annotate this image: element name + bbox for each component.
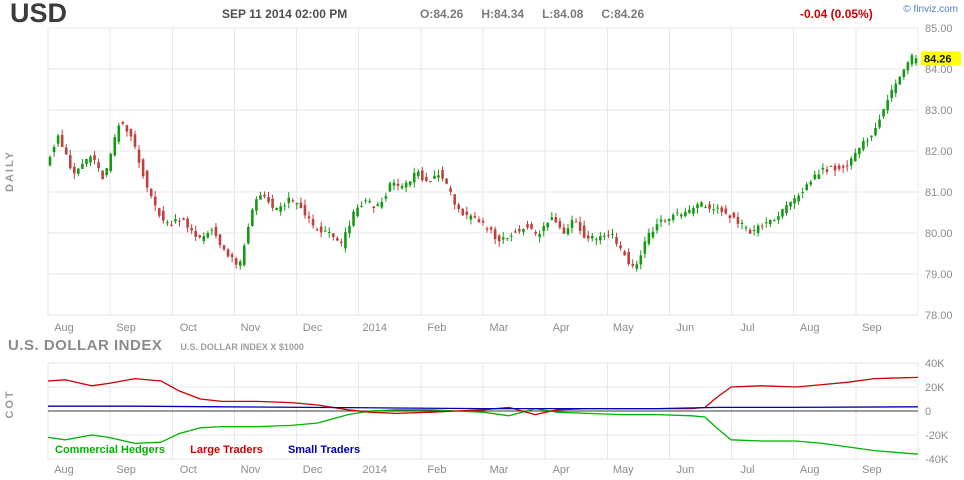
svg-text:84.26: 84.26 <box>924 53 952 65</box>
section-title-row: U.S. DOLLAR INDEX U.S. DOLLAR INDEX X $1… <box>8 337 304 354</box>
open-value: O:84.26 <box>420 7 464 21</box>
finviz-link[interactable]: © finviz.com <box>903 4 958 15</box>
svg-text:Jul: Jul <box>741 464 755 476</box>
quote-timestamp: SEP 11 2014 02:00 PM <box>222 7 348 21</box>
svg-text:Jul: Jul <box>741 322 755 334</box>
svg-text:Jun: Jun <box>677 322 695 334</box>
svg-text:Nov: Nov <box>241 464 261 476</box>
svg-text:Sep: Sep <box>116 322 136 334</box>
svg-text:Oct: Oct <box>180 322 197 334</box>
svg-text:Mar: Mar <box>490 322 509 334</box>
svg-text:Aug: Aug <box>54 322 74 334</box>
svg-text:2014: 2014 <box>362 464 386 476</box>
svg-text:Aug: Aug <box>800 322 820 334</box>
svg-text:80.00: 80.00 <box>925 228 953 240</box>
svg-text:Nov: Nov <box>241 322 261 334</box>
close-value: C:84.26 <box>601 7 645 21</box>
svg-text:Apr: Apr <box>553 322 570 334</box>
price-change: -0.04 (0.05%) <box>800 7 873 21</box>
svg-text:Dec: Dec <box>303 464 323 476</box>
legend-commercial-hedgers: Commercial Hedgers <box>55 444 166 456</box>
svg-text:Feb: Feb <box>427 322 446 334</box>
svg-text:40K: 40K <box>925 358 945 370</box>
svg-text:78.00: 78.00 <box>925 310 953 322</box>
svg-text:20K: 20K <box>925 382 945 394</box>
svg-text:Oct: Oct <box>180 464 197 476</box>
svg-text:Aug: Aug <box>800 464 820 476</box>
svg-text:Sep: Sep <box>862 464 882 476</box>
cot-line-chart: 40K 20K 0 -20K -40K Aug Sep Oct Nov Dec 2014 Feb Mar… <box>47 358 949 476</box>
index-title: U.S. DOLLAR INDEX <box>8 337 163 354</box>
ticker-symbol: USD <box>10 0 68 28</box>
svg-text:0: 0 <box>925 406 931 418</box>
svg-text:May: May <box>613 322 634 334</box>
svg-text:79.00: 79.00 <box>925 269 953 281</box>
index-subtitle: U.S. DOLLAR INDEX X $1000 <box>180 342 304 352</box>
svg-text:-20K: -20K <box>925 430 949 442</box>
legend-large-traders: Large Traders <box>190 444 263 456</box>
svg-text:Sep: Sep <box>116 464 136 476</box>
cot-legend: Commercial Hedgers Large Traders Small T… <box>55 444 382 456</box>
legend-small-traders: Small Traders <box>287 444 361 456</box>
svg-text:Jun: Jun <box>677 464 695 476</box>
svg-text:81.00: 81.00 <box>925 187 953 199</box>
svg-text:Aug: Aug <box>54 464 74 476</box>
svg-text:85.00: 85.00 <box>925 23 953 35</box>
high-value: H:84.34 <box>481 7 525 21</box>
svg-text:Dec: Dec <box>303 322 323 334</box>
svg-text:Apr: Apr <box>553 464 570 476</box>
svg-text:Feb: Feb <box>427 464 446 476</box>
svg-text:May: May <box>613 464 634 476</box>
low-value: L:84.08 <box>542 7 584 21</box>
svg-text:Mar: Mar <box>490 464 509 476</box>
svg-text:84.00: 84.00 <box>925 64 953 76</box>
svg-text:83.00: 83.00 <box>925 105 953 117</box>
svg-text:Sep: Sep <box>862 322 882 334</box>
svg-text:-40K: -40K <box>925 454 949 466</box>
ohlc-quote: O:84.26 H:84.34 L:84.08 C:84.26 <box>420 7 662 21</box>
svg-text:82.00: 82.00 <box>925 146 953 158</box>
price-candlestick-chart: 85.00 84.00 83.00 82.00 81.00 80.00 79.00 78.00… <box>47 23 961 334</box>
svg-text:2014: 2014 <box>362 322 386 334</box>
